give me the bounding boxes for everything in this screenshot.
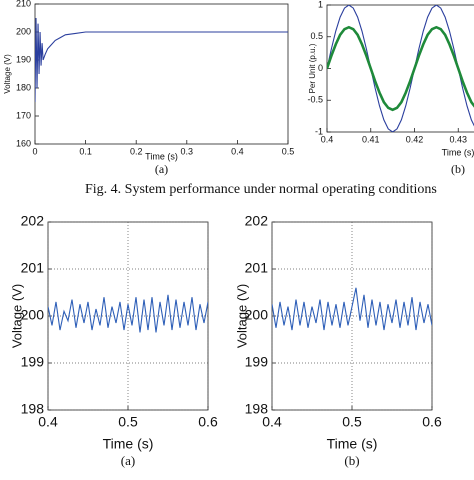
y-tick-label: 199 (21, 354, 45, 370)
y-tick-label: 170 (16, 110, 31, 120)
y-axis-label: Voltage (V) (9, 284, 24, 348)
x-tick-label: 0.1 (79, 146, 92, 156)
plot-frame (326, 4, 474, 133)
figure-caption: Fig. 4. System performance under normal … (85, 182, 437, 197)
y-axis-label: Voltage (V) (234, 284, 249, 348)
y-tick-label: 198 (245, 401, 269, 417)
y-tick-label: 180 (16, 82, 31, 92)
y-tick-label: 200 (245, 307, 269, 323)
data-line (48, 294, 208, 333)
data-line (272, 287, 432, 331)
y-tick-label: 201 (245, 260, 269, 276)
y-tick-label: 202 (21, 213, 45, 229)
subfigure-caption: (a) (155, 162, 168, 176)
y-tick-label: 201 (21, 260, 45, 276)
x-tick-label: 0.43 (449, 134, 467, 144)
y-axis-label: Per Unit (p.u.) (308, 43, 317, 93)
y-tick-label: 198 (21, 401, 45, 417)
x-axis-label: Time (s) (145, 151, 178, 161)
plot-frame (34, 3, 289, 145)
y-tick-label: 160 (16, 138, 31, 148)
x-axis-label: Time (s) (442, 147, 474, 157)
x-tick-label: 0.4 (321, 134, 334, 144)
x-axis-label: Time (s) (327, 436, 378, 452)
y-tick-label: -1 (315, 126, 323, 136)
x-tick-label: 0.41 (362, 134, 380, 144)
subfigure-caption: (a) (121, 453, 135, 468)
x-tick-label: 0.6 (198, 414, 218, 430)
x-tick-label: 0.3 (181, 146, 194, 156)
x-tick-label: 0.5 (118, 414, 138, 430)
subfigure-caption: (b) (344, 453, 359, 468)
y-tick-label: 199 (245, 354, 269, 370)
y-tick-label: 190 (16, 54, 31, 64)
subfigure-caption: (b) (451, 162, 465, 176)
y-tick-label: 202 (245, 213, 269, 229)
y-axis-label: Voltage (V) (3, 54, 12, 94)
x-tick-label: 0.4 (38, 414, 58, 430)
x-tick-label: 0.5 (342, 414, 362, 430)
x-tick-label: 0.5 (282, 146, 295, 156)
y-tick-label: 210 (16, 0, 31, 8)
y-tick-label: 200 (21, 307, 45, 323)
y-tick-label: -0.5 (307, 95, 323, 105)
x-axis-label: Time (s) (103, 436, 154, 452)
x-tick-label: 0.4 (262, 414, 282, 430)
x-tick-label: 0 (32, 146, 37, 156)
x-tick-label: 0.42 (406, 134, 424, 144)
y-tick-label: 0.5 (310, 31, 323, 41)
data-line (35, 17, 288, 103)
x-tick-label: 0.6 (422, 414, 442, 430)
x-tick-label: 0.4 (231, 146, 244, 156)
data-line (327, 25, 474, 112)
x-tick-label: 0.2 (130, 146, 143, 156)
y-tick-label: 1 (318, 0, 323, 9)
y-tick-label: 200 (16, 26, 31, 36)
y-tick-label: 0 (318, 63, 323, 73)
